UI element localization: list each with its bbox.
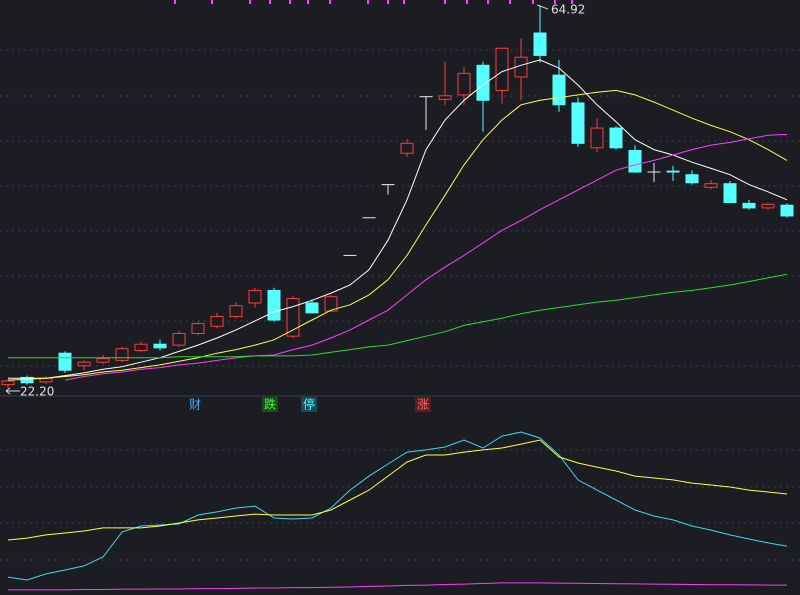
candle-body [723,183,737,204]
candle-body [134,343,148,352]
candle-body [590,127,604,149]
candle-body [324,296,338,312]
candle-body [1,380,15,386]
line-series [64,133,788,381]
candle-body [495,47,509,91]
line-series [8,582,787,591]
candle-body [115,348,129,361]
grid [0,49,800,561]
candle-body [210,315,224,327]
candle-body [685,174,699,184]
candle-body [248,289,262,304]
candle-body [457,72,471,96]
candle-body [609,127,623,149]
candle-body [742,202,756,209]
candle-body [77,361,91,367]
line-series [7,431,788,581]
candle-body [191,323,205,334]
candle-body [666,170,680,173]
annotation: 财 [189,398,201,412]
candle-body [704,183,718,188]
candle-body [229,305,243,317]
candle-body [533,32,547,56]
candle-body [476,64,490,101]
candle-body [438,95,452,100]
candle-body [305,302,319,314]
annotation: 停 [303,397,315,412]
candle-body [780,204,794,217]
candle-body [172,332,186,346]
candle-body [58,352,72,371]
line-series [7,439,788,541]
max-label: 64.92 [551,3,585,17]
candle-body [20,376,34,384]
candle-body [267,289,281,321]
annotation-chip [187,397,203,412]
candle-body [761,203,775,209]
max-pointer [536,4,549,10]
annotation-chip [301,397,317,412]
min-label: 22.20 [20,385,54,399]
candle-body [286,297,300,337]
annotation: 跌 [264,397,276,412]
annotation-chip [262,397,278,412]
annotation-chip [415,397,431,412]
candle-body [400,142,414,154]
min-arrow [5,387,11,395]
candle-body [628,150,642,173]
candle-body [552,74,566,106]
line-series [8,59,788,379]
candle-body [153,343,167,349]
candle-body [96,358,110,363]
line-series [7,89,788,381]
candle-body [571,102,585,144]
line-series [8,273,788,359]
annotation: 涨 [417,397,429,412]
